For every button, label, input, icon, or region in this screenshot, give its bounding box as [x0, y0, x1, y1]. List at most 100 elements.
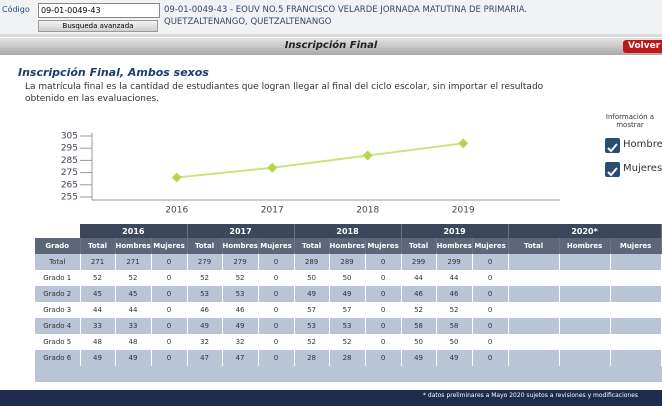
cell: 58	[436, 318, 473, 334]
checkmark	[607, 167, 618, 177]
cell: 44	[401, 270, 437, 286]
table-row: Grado 2 45 45 0 53 53 0 49 49 0 46 46 0	[35, 286, 662, 302]
cell: 279	[187, 254, 223, 270]
cell: 0	[258, 270, 295, 286]
row-label: Total	[35, 254, 81, 270]
cell: 49	[115, 350, 152, 366]
cell: 0	[472, 350, 509, 366]
cell: 46	[436, 286, 473, 302]
cell: 271	[115, 254, 152, 270]
cell: 0	[365, 270, 402, 286]
column-header: Mujeres	[610, 238, 662, 254]
cell: 0	[151, 286, 188, 302]
cell: 289	[294, 254, 330, 270]
cell	[559, 286, 611, 302]
table-row: Grado 5 48 48 0 32 32 0 52 52 0 50 50 0	[35, 334, 662, 350]
cell	[559, 318, 611, 334]
cell	[610, 318, 662, 334]
year-header: 2018	[294, 224, 402, 238]
cell: 45	[80, 286, 116, 302]
cell: 299	[401, 254, 437, 270]
cell	[610, 270, 662, 286]
section-title: Inscripción Final	[284, 40, 378, 51]
option-label: Hombres	[623, 139, 662, 150]
cell: 0	[151, 270, 188, 286]
cell: 49	[222, 318, 259, 334]
table-row: Grado 6 49 49 0 47 47 0 28 28 0 49 49 0	[35, 350, 662, 366]
cell: 46	[187, 302, 223, 318]
y-tick-label: 305	[61, 132, 78, 142]
cell: 0	[472, 270, 509, 286]
column-header-row: Grado Total Hombres Mujeres Total Hombres Muje…	[35, 238, 662, 254]
cell	[610, 350, 662, 366]
table-row: Total 271 271 0 279 279 0 289 289 0 299 299 0	[35, 254, 662, 270]
cell	[559, 302, 611, 318]
chart: 255 265 275 285 295 305 2016 2017 2018 2019	[61, 132, 560, 216]
cell: 46	[401, 286, 437, 302]
cell: 52	[329, 334, 366, 350]
cell: 53	[329, 318, 366, 334]
cell: 52	[80, 270, 116, 286]
cell: 53	[294, 318, 330, 334]
heading: Inscripción Final, Ambos sexos	[18, 66, 209, 79]
cell: 299	[436, 254, 473, 270]
top-bar: Código 09-01-0049-43 Busqueda avanzada 0…	[0, 0, 662, 37]
table-row: Grado 4 33 33 0 49 49 0 53 53 0 58 58 0	[35, 318, 662, 334]
year-header: 2016	[80, 224, 188, 238]
cell: 0	[472, 334, 509, 350]
cell: 50	[436, 334, 473, 350]
checkmark-path	[607, 167, 618, 177]
cell: 28	[329, 350, 366, 366]
data-table: 2016 2017 2018 2019 2020* Grado Total Hombres Mu…	[35, 224, 662, 366]
cell: 0	[258, 334, 295, 350]
checkbox[interactable]	[605, 162, 620, 177]
column-header: Hombres	[222, 238, 259, 254]
cell	[508, 286, 560, 302]
options-label: Información a mostrar	[604, 113, 656, 129]
cell: 52	[222, 270, 259, 286]
checkmark-path	[607, 143, 618, 153]
back-button[interactable]: Volver	[623, 40, 662, 53]
cell: 33	[115, 318, 152, 334]
marker	[362, 150, 373, 161]
y-tick-label: 255	[61, 193, 78, 203]
column-header: Total	[80, 238, 116, 254]
x-tick-label: 2018	[356, 206, 379, 216]
cell: 0	[151, 302, 188, 318]
cell: 0	[258, 318, 295, 334]
row-label: Grado 1	[35, 270, 81, 286]
cell: 47	[187, 350, 223, 366]
cell: 0	[365, 254, 402, 270]
cell: 0	[151, 334, 188, 350]
table-row: Grado 1 52 52 0 52 52 0 50 50 0 44 44 0	[35, 270, 662, 286]
year-header: 2017	[187, 224, 295, 238]
cell	[610, 302, 662, 318]
column-header: Hombres	[329, 238, 366, 254]
cell: 32	[187, 334, 223, 350]
search-button[interactable]: Busqueda avanzada	[38, 20, 158, 32]
marker	[458, 138, 469, 149]
code-input[interactable]: 09-01-0049-43	[38, 3, 160, 18]
cell: 48	[80, 334, 116, 350]
cell	[559, 350, 611, 366]
cell	[508, 350, 560, 366]
cell: 50	[294, 270, 330, 286]
checkbox[interactable]	[605, 138, 620, 153]
cell: 49	[80, 350, 116, 366]
option-label: Mujeres	[623, 163, 662, 174]
column-header: Grado	[35, 238, 81, 254]
cell	[559, 334, 611, 350]
cell: 52	[187, 270, 223, 286]
marker	[171, 172, 182, 183]
column-header: Mujeres	[472, 238, 509, 254]
cell: 0	[472, 286, 509, 302]
cell: 0	[365, 334, 402, 350]
row-label: Grado 3	[35, 302, 81, 318]
column-header: Total	[187, 238, 223, 254]
column-header: Mujeres	[151, 238, 188, 254]
cell: 0	[472, 254, 509, 270]
cell: 0	[258, 254, 295, 270]
school-line: QUETZALTENANGO, QUETZALTENANGO	[164, 17, 332, 27]
cell	[610, 334, 662, 350]
cell	[508, 334, 560, 350]
